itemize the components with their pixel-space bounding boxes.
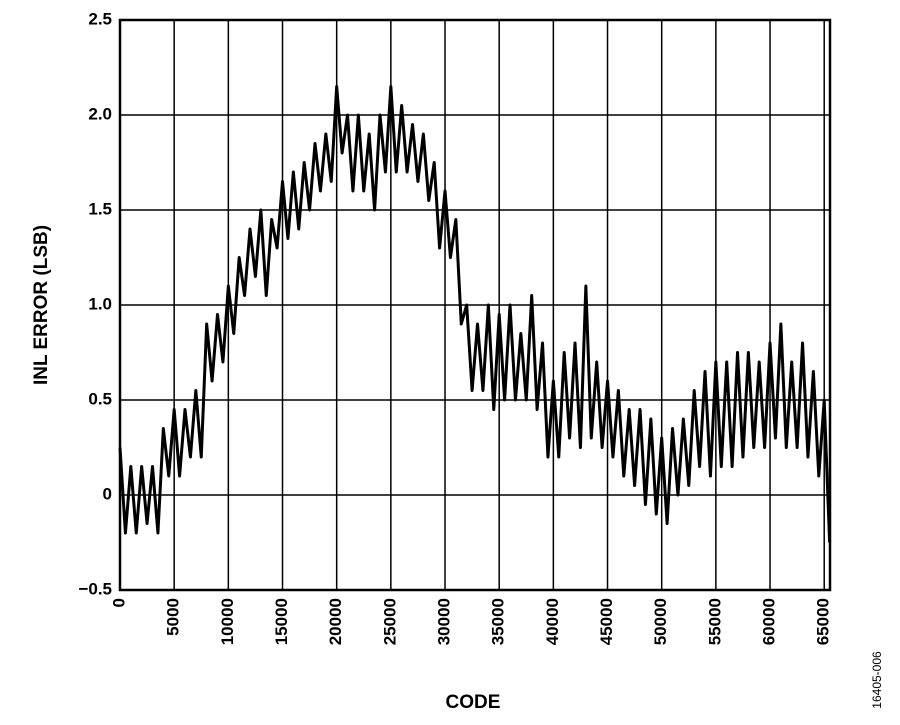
- x-tick-label: 10000: [218, 598, 237, 645]
- figure-id: 16405-006: [870, 651, 884, 709]
- y-tick-label: 1.0: [88, 294, 112, 313]
- x-tick-label: 0: [109, 598, 128, 607]
- y-tick-label: 2.0: [88, 104, 112, 123]
- y-tick-label: 0: [103, 484, 112, 503]
- y-axis-label: INL ERROR (LSB): [31, 225, 52, 385]
- x-tick-label: 35000: [489, 598, 508, 645]
- x-tick-label: 30000: [435, 598, 454, 645]
- y-tick-label: 0.5: [88, 389, 112, 408]
- x-tick-label: 25000: [380, 598, 399, 645]
- x-tick-label: 55000: [705, 598, 724, 645]
- x-tick-label: 5000: [164, 598, 183, 636]
- x-tick-label: 50000: [651, 598, 670, 645]
- x-tick-label: 20000: [326, 598, 345, 645]
- y-tick-label: −0.5: [78, 579, 112, 598]
- data-line: [118, 85, 832, 543]
- x-axis-label: CODE: [446, 692, 501, 713]
- x-tick-label: 45000: [597, 598, 616, 645]
- x-tick-label: 60000: [760, 598, 779, 645]
- y-tick-label: 1.5: [88, 199, 112, 218]
- x-tick-label: 65000: [814, 598, 833, 645]
- x-tick-label: 15000: [272, 598, 291, 645]
- y-tick-label: 2.5: [88, 9, 112, 28]
- x-tick-label: 40000: [543, 598, 562, 645]
- plot-frame: [118, 18, 832, 592]
